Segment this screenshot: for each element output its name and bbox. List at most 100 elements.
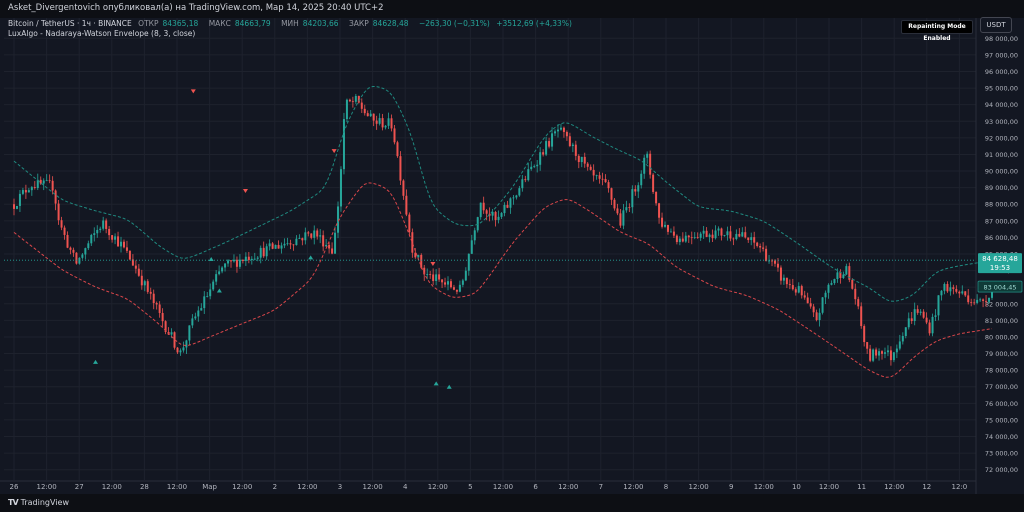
candle-body bbox=[182, 347, 185, 351]
tradingview-logo[interactable]: TV TradingView bbox=[8, 498, 69, 507]
candle-body bbox=[212, 281, 215, 290]
close-value: 84628,48 bbox=[372, 19, 409, 28]
candle-body bbox=[298, 238, 301, 239]
buy-signal-marker bbox=[308, 255, 314, 260]
candle-body bbox=[711, 234, 714, 239]
candle-body bbox=[869, 348, 872, 361]
candle-body bbox=[509, 198, 512, 208]
candle-body bbox=[729, 231, 732, 239]
candle-body bbox=[449, 281, 452, 288]
price-tick-label: 98 000,00 bbox=[985, 35, 1018, 43]
candle-body bbox=[473, 230, 476, 241]
high-value: 84663,79 bbox=[234, 19, 271, 28]
candle-body bbox=[881, 351, 884, 354]
candle-body bbox=[360, 102, 363, 109]
price-change: −263,30 (−0,31%) bbox=[418, 19, 490, 28]
candle-body bbox=[18, 193, 21, 206]
candle-body bbox=[286, 243, 289, 245]
candle-body bbox=[625, 207, 628, 211]
candle-body bbox=[36, 179, 39, 189]
candle-body bbox=[970, 302, 973, 303]
candle-body bbox=[301, 238, 304, 241]
sell-signal-marker bbox=[331, 149, 337, 154]
candle-body bbox=[542, 152, 545, 155]
candle-body bbox=[441, 279, 444, 283]
price-tick-label: 73 000,00 bbox=[985, 450, 1018, 458]
candle-body bbox=[601, 178, 604, 180]
candle-body bbox=[334, 232, 337, 254]
candle-body bbox=[60, 220, 63, 228]
candle-body bbox=[357, 95, 360, 103]
time-tick-label: 5 bbox=[468, 483, 472, 491]
candle-body bbox=[149, 291, 152, 294]
candle-body bbox=[536, 164, 539, 167]
candle-body bbox=[384, 125, 387, 128]
brand-name: TradingView bbox=[20, 498, 69, 507]
time-tick-label: 12:00 bbox=[884, 483, 904, 491]
candle-body bbox=[158, 304, 161, 313]
candle-body bbox=[399, 156, 402, 181]
candle-body bbox=[295, 238, 298, 246]
candle-body bbox=[530, 166, 533, 170]
time-tick-label: 12:00 bbox=[102, 483, 122, 491]
candle-body bbox=[114, 236, 117, 240]
candle-body bbox=[224, 263, 227, 268]
candle-body bbox=[824, 292, 827, 298]
price-tick-label: 96 000,00 bbox=[985, 68, 1018, 76]
candle-body bbox=[851, 279, 854, 289]
candle-body bbox=[548, 141, 551, 147]
price-tick-label: 72 000,00 bbox=[985, 466, 1018, 474]
tv-logo-icon: TV bbox=[8, 498, 19, 507]
symbol-title[interactable]: Bitcoin / TetherUS · 1ч · BINANCE bbox=[8, 19, 132, 28]
indicator-name[interactable]: LuxAlgo - Nadaraya-Watson Envelope (8, 3… bbox=[8, 29, 196, 38]
publication-header: Asket_Divergentovich опубликовал(а) на T… bbox=[0, 0, 1024, 18]
candle-body bbox=[81, 254, 84, 258]
candle-body bbox=[230, 260, 233, 262]
candle-body bbox=[628, 207, 631, 208]
candle-body bbox=[943, 283, 946, 291]
candle-body bbox=[476, 217, 479, 231]
candle-body bbox=[976, 299, 979, 303]
candle-body bbox=[93, 233, 96, 235]
candle-body bbox=[539, 152, 542, 165]
candle-body bbox=[411, 232, 414, 253]
time-tick-label: 12:00 bbox=[754, 483, 774, 491]
buy-signal-marker bbox=[208, 256, 214, 261]
candle-body bbox=[693, 237, 696, 238]
currency-selector[interactable]: USDT bbox=[980, 17, 1012, 33]
candle-body bbox=[87, 243, 90, 249]
candle-body bbox=[860, 306, 863, 327]
candle-body bbox=[684, 235, 687, 242]
candle-body bbox=[253, 258, 256, 260]
candle-body bbox=[69, 247, 72, 250]
candle-body bbox=[99, 228, 102, 230]
secondary-price-tag bbox=[977, 280, 1023, 293]
chart-legend: Bitcoin / TetherUS · 1ч · BINANCE ОТКР 84… bbox=[8, 19, 576, 39]
upper-envelope-band bbox=[13, 85, 993, 302]
candle-body bbox=[381, 118, 384, 128]
time-tick-label: 28 bbox=[140, 483, 149, 491]
time-tick-label: 4 bbox=[403, 483, 408, 491]
secondary-price-label: 83 004,45 bbox=[983, 284, 1016, 292]
candle-body bbox=[753, 237, 756, 243]
price-tick-label: 79 000,00 bbox=[985, 350, 1018, 358]
time-tick-label: 2 bbox=[273, 483, 277, 491]
candle-body bbox=[125, 247, 128, 251]
candle-body bbox=[390, 118, 393, 129]
sell-signal-marker bbox=[430, 261, 436, 266]
candle-body bbox=[238, 259, 241, 267]
candle-body bbox=[235, 259, 238, 267]
candle-body bbox=[875, 349, 878, 356]
candle-body bbox=[571, 144, 574, 147]
time-tick-label: 12:00 bbox=[232, 483, 252, 491]
candle-body bbox=[738, 233, 741, 237]
candle-body bbox=[304, 232, 307, 241]
candle-body bbox=[268, 243, 271, 247]
candle-body bbox=[518, 188, 521, 196]
candle-body bbox=[842, 274, 845, 278]
candle-body bbox=[75, 252, 78, 264]
candle-body bbox=[176, 347, 179, 353]
candle-body bbox=[72, 249, 75, 253]
candle-body bbox=[690, 237, 693, 239]
